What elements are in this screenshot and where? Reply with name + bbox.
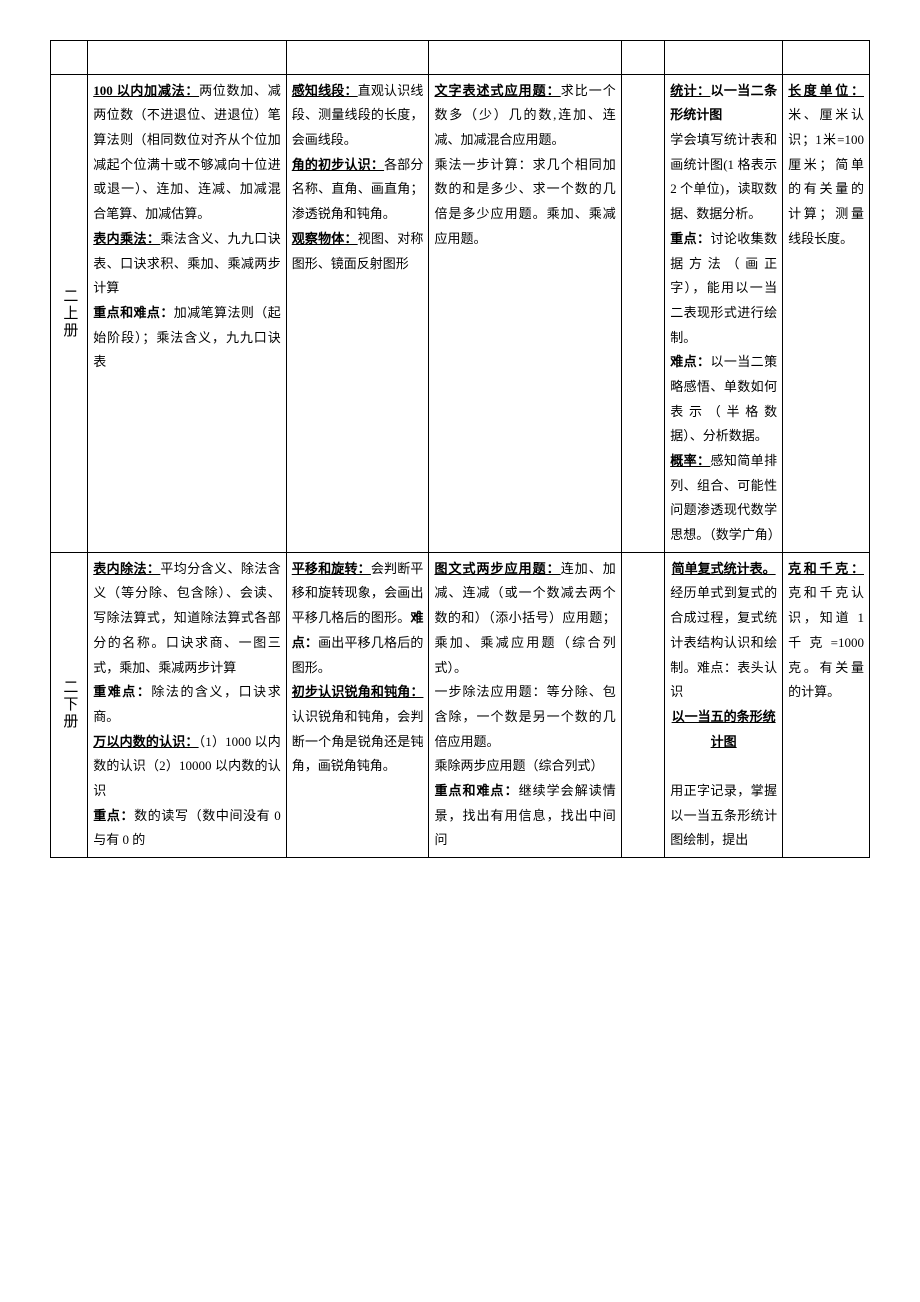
measurement-content: 长度单位：米、厘米认识；1米=100 厘米；简单的有关量的计算；测量线段长度。 <box>783 74 870 552</box>
blank-content <box>621 74 664 552</box>
statistics-content: 简单复式统计表。经历单式到复式的合成过程，复式统计表结构认识和绘制。难点：表头认… <box>665 552 783 857</box>
header-cell <box>665 41 783 75</box>
arithmetic-content: 100 以内加减法：两位数加、减两位数（不进退位、进退位）笔算法则（相同数位对齐… <box>88 74 287 552</box>
geometry-content: 平移和旋转：会判断平移和旋转现象，会画出平移几格后的图形。难点：画出平移几格后的… <box>286 552 429 857</box>
header-cell <box>429 41 621 75</box>
statistics-content: 统计：以一当二条形统计图学会填写统计表和画统计图(1 格表示2 个单位)，读取数… <box>665 74 783 552</box>
header-cell <box>783 41 870 75</box>
application-content: 文字表述式应用题：求比一个数多（少）几的数,连加、连减、加减混合应用题。乘法一步… <box>429 74 621 552</box>
volume-label: 二上册 <box>51 74 88 552</box>
volume-label: 二下册 <box>51 552 88 857</box>
header-cell <box>88 41 287 75</box>
header-cell <box>621 41 664 75</box>
header-cell <box>286 41 429 75</box>
blank-content <box>621 552 664 857</box>
measurement-content: 克和千克：克和千克认识，知道 1 千克=1000克。有关量的计算。 <box>783 552 870 857</box>
header-cell <box>51 41 88 75</box>
application-content: 图文式两步应用题：连加、加减、连减（或一个数减去两个数的和）（添小括号）应用题；… <box>429 552 621 857</box>
geometry-content: 感知线段：直观认识线段、测量线段的长度，会画线段。角的初步认识：各部分名称、直角… <box>286 74 429 552</box>
curriculum-table: 二上册100 以内加减法：两位数加、减两位数（不进退位、进退位）笔算法则（相同数… <box>50 40 870 858</box>
arithmetic-content: 表内除法：平均分含义、除法含义（等分除、包含除）、会读、写除法算式，知道除法算式… <box>88 552 287 857</box>
